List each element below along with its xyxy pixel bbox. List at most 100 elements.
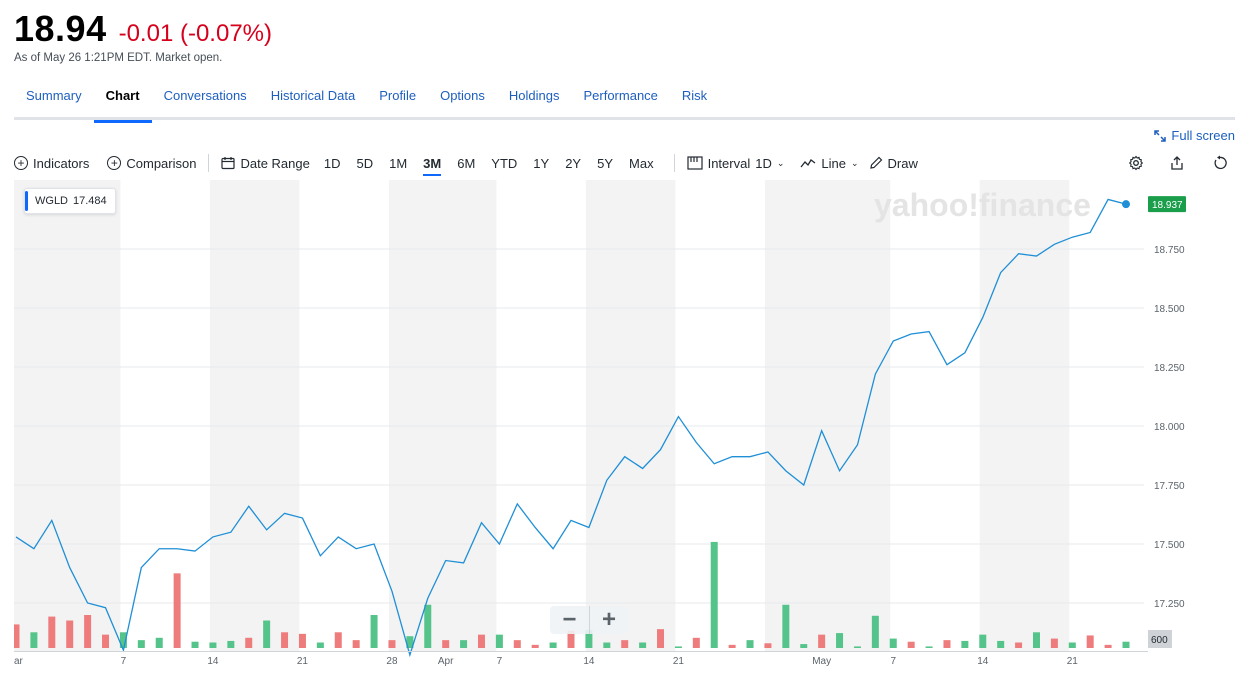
- volume-bar: [119, 632, 127, 648]
- volume-bar: [871, 615, 879, 648]
- zoom-out-button[interactable]: −: [562, 606, 577, 633]
- tab-risk[interactable]: Risk: [681, 88, 708, 103]
- volume-bar: [352, 640, 360, 648]
- chart-toolbar: + Indicators + Comparison Date Range 1D 5…: [14, 150, 1235, 176]
- volume-bar: [245, 637, 253, 648]
- volume-bar: [48, 616, 56, 648]
- volume-bar: [585, 629, 593, 648]
- range-3m[interactable]: 3M: [415, 150, 449, 176]
- range-ytd[interactable]: YTD: [491, 155, 518, 171]
- quote-nav-tabs: Summary Chart Conversations Historical Data…: [14, 80, 1235, 123]
- volume-bar: [925, 646, 933, 648]
- volume-axis-label: 600: [1151, 635, 1168, 646]
- volume-bar: [1032, 632, 1040, 648]
- x-tick-label: 21: [673, 656, 685, 667]
- volume-bar: [263, 620, 271, 648]
- volume-bar: [603, 642, 611, 648]
- volume-bar: [442, 640, 450, 648]
- week-band: [14, 180, 121, 652]
- tab-performance[interactable]: Performance: [583, 88, 658, 103]
- y-tick-label: 18.750: [1154, 245, 1185, 256]
- tab-historical-data[interactable]: Historical Data: [270, 88, 356, 103]
- draw-button[interactable]: Draw: [869, 156, 918, 171]
- plus-circle-icon: +: [107, 156, 122, 170]
- y-tick-label: 17.250: [1154, 599, 1185, 610]
- tab-conversations[interactable]: Conversations: [163, 88, 247, 103]
- volume-bar: [406, 636, 414, 648]
- volume-bar: [800, 644, 808, 648]
- tab-profile[interactable]: Profile: [379, 88, 417, 103]
- full-screen-label: Full screen: [1171, 128, 1235, 143]
- symbol-legend[interactable]: WGLD 17.484: [24, 188, 116, 214]
- y-tick-label: 17.500: [1154, 540, 1185, 551]
- share-button[interactable]: [1167, 153, 1187, 173]
- tab-holdings[interactable]: Holdings: [508, 88, 560, 103]
- volume-bar: [853, 646, 861, 648]
- volume-bar: [621, 640, 629, 648]
- volume-bar: [1122, 641, 1130, 648]
- volume-bar: [137, 640, 145, 648]
- volume-bar: [334, 632, 342, 648]
- volume-bar: [424, 604, 432, 648]
- volume-bar: [710, 541, 718, 648]
- gear-icon: [1128, 155, 1144, 171]
- chart-type-selector[interactable]: Line ⌄: [800, 155, 859, 171]
- x-tick-label: 14: [583, 656, 595, 667]
- volume-bar: [102, 634, 110, 648]
- range-1d[interactable]: 1D: [323, 155, 341, 171]
- volume-bar: [84, 615, 92, 648]
- range-5y[interactable]: 5Y: [597, 155, 614, 171]
- volume-bar: [836, 633, 844, 648]
- volume-bar: [66, 620, 74, 648]
- y-tick-label: 18.250: [1154, 363, 1185, 374]
- volume-bar: [495, 634, 503, 648]
- full-screen-button[interactable]: Full screen: [1154, 128, 1235, 143]
- tab-summary[interactable]: Summary: [26, 88, 82, 103]
- x-tick-label: 14: [207, 656, 219, 667]
- volume-bar: [316, 642, 324, 648]
- zoom-in-button[interactable]: +: [589, 606, 628, 634]
- x-tick-label: ar: [14, 656, 24, 667]
- volume-bar: [943, 640, 951, 648]
- x-tick-label: 7: [497, 656, 503, 667]
- x-tick-label: 7: [121, 656, 127, 667]
- chevron-down-icon: ⌄: [776, 157, 785, 168]
- volume-bar: [889, 638, 897, 648]
- week-band: [388, 180, 497, 652]
- x-tick-label: Apr: [438, 656, 454, 667]
- x-tick-label: 21: [297, 656, 309, 667]
- volume-bar: [460, 640, 468, 648]
- interval-value: 1D: [755, 155, 772, 171]
- price-row: 18.94 -0.01 (-0.07%): [14, 8, 272, 50]
- divider: [208, 154, 210, 172]
- volume-bar: [370, 615, 378, 648]
- range-1y[interactable]: 1Y: [533, 155, 550, 171]
- volume-bar: [227, 640, 235, 648]
- reset-button[interactable]: [1210, 153, 1230, 173]
- x-tick-label: 14: [977, 656, 989, 667]
- x-tick-label: 28: [386, 656, 398, 667]
- range-5d[interactable]: 5D: [356, 155, 374, 171]
- comparison-button[interactable]: + Comparison: [107, 156, 196, 171]
- range-selector: 1D 5D 1M 3M 6M YTD 1Y 2Y 5Y Max: [316, 150, 662, 176]
- range-1m[interactable]: 1M: [389, 155, 408, 171]
- range-2y[interactable]: 2Y: [565, 155, 582, 171]
- price-chart[interactable]: yahoo!finance 17.250 17.500 17.750 18.000 18.…: [14, 180, 1244, 680]
- interval-selector[interactable]: Interval 1D ⌄: [686, 155, 785, 171]
- comparison-label: Comparison: [126, 155, 197, 171]
- volume-bar: [1086, 635, 1094, 648]
- volume-bar: [1015, 642, 1023, 648]
- volume-bar: [674, 646, 682, 648]
- settings-button[interactable]: [1126, 153, 1146, 173]
- volume-bar: [549, 642, 557, 648]
- date-range-label: Date Range: [240, 155, 310, 171]
- x-tick-label: May: [812, 656, 831, 667]
- indicators-button[interactable]: + Indicators: [14, 156, 89, 171]
- range-6m[interactable]: 6M: [457, 155, 476, 171]
- date-range-button[interactable]: Date Range: [221, 155, 310, 171]
- tab-options[interactable]: Options: [440, 88, 485, 103]
- chart-type-label: Line: [821, 155, 846, 171]
- volume-bar: [14, 624, 20, 648]
- range-max[interactable]: Max: [629, 155, 654, 171]
- tab-chart[interactable]: Chart: [93, 80, 152, 123]
